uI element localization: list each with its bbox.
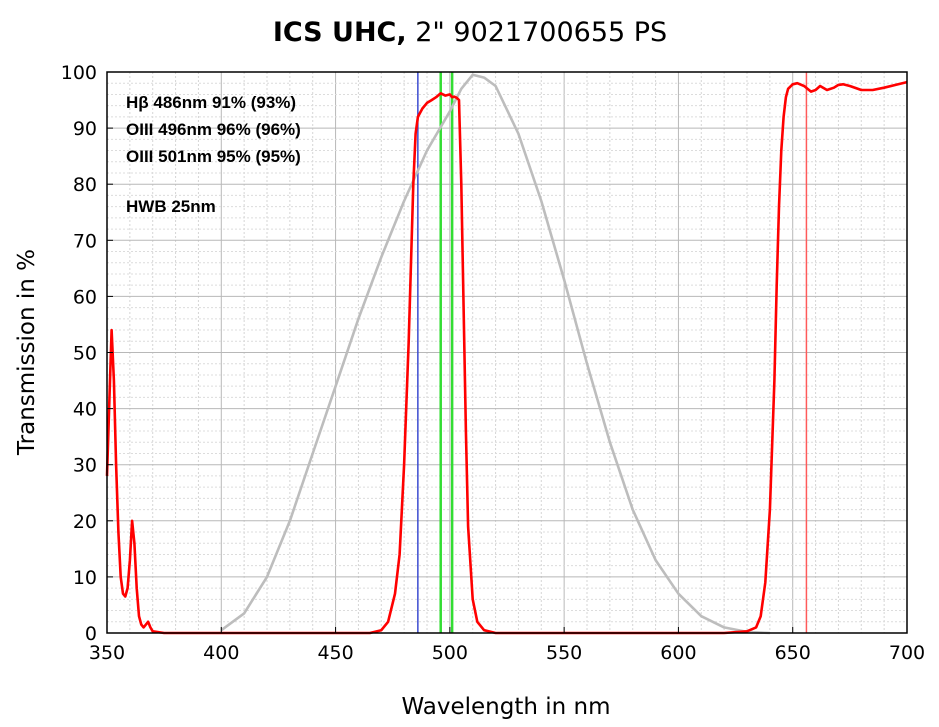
x-tick-label: 700 [889, 642, 925, 664]
y-tick-label: 90 [73, 118, 97, 140]
series-line-filter [105, 80, 908, 635]
x-tick-label: 550 [546, 642, 582, 664]
annotation-oiii-496: OIII 496nm 96% (96%) [126, 120, 301, 139]
x-tick-label: 450 [317, 642, 353, 664]
series-layer [105, 73, 908, 635]
x-tick-label: 350 [89, 642, 125, 664]
series-line-eye [220, 73, 770, 635]
chart-title-bold: ICS UHC, [273, 17, 407, 48]
y-tick-label: 100 [61, 62, 97, 84]
axis-ticks: 350 400 450 500 550 600 650 700 0 10 20 30 40 50 60 70 8… [61, 62, 925, 664]
grid-lines [106, 71, 908, 634]
chart-title-rest: 2" 9021700655 PS [407, 17, 668, 48]
y-tick-label: 70 [73, 230, 97, 252]
annotation-hbeta: Hβ 486nm 91% (93%) [126, 93, 296, 112]
y-tick-label: 40 [73, 399, 97, 421]
y-tick-label: 80 [73, 174, 97, 196]
x-tick-label: 600 [660, 642, 696, 664]
y-tick-label: 30 [73, 455, 97, 477]
y-tick-label: 0 [85, 623, 97, 645]
reference-lines [417, 72, 808, 633]
annotation-oiii-501: OIII 501nm 95% (95%) [126, 147, 301, 166]
annotation-block: Hβ 486nm 91% (93%) OIII 496nm 96% (96%) … [126, 93, 301, 216]
y-tick-label: 20 [73, 511, 97, 533]
y-tick-label: 60 [73, 286, 97, 308]
x-axis-label: Wavelength in nm [401, 694, 610, 720]
chart-title: ICS UHC, 2" 9021700655 PS [273, 17, 667, 48]
x-tick-label: 650 [775, 642, 811, 664]
y-axis-label: Transmission in % [14, 249, 40, 456]
y-tick-label: 50 [73, 343, 97, 365]
y-tick-label: 10 [73, 567, 97, 589]
x-tick-label: 500 [432, 642, 468, 664]
x-tick-label: 400 [203, 642, 239, 664]
annotation-hwb: HWB 25nm [126, 197, 216, 216]
